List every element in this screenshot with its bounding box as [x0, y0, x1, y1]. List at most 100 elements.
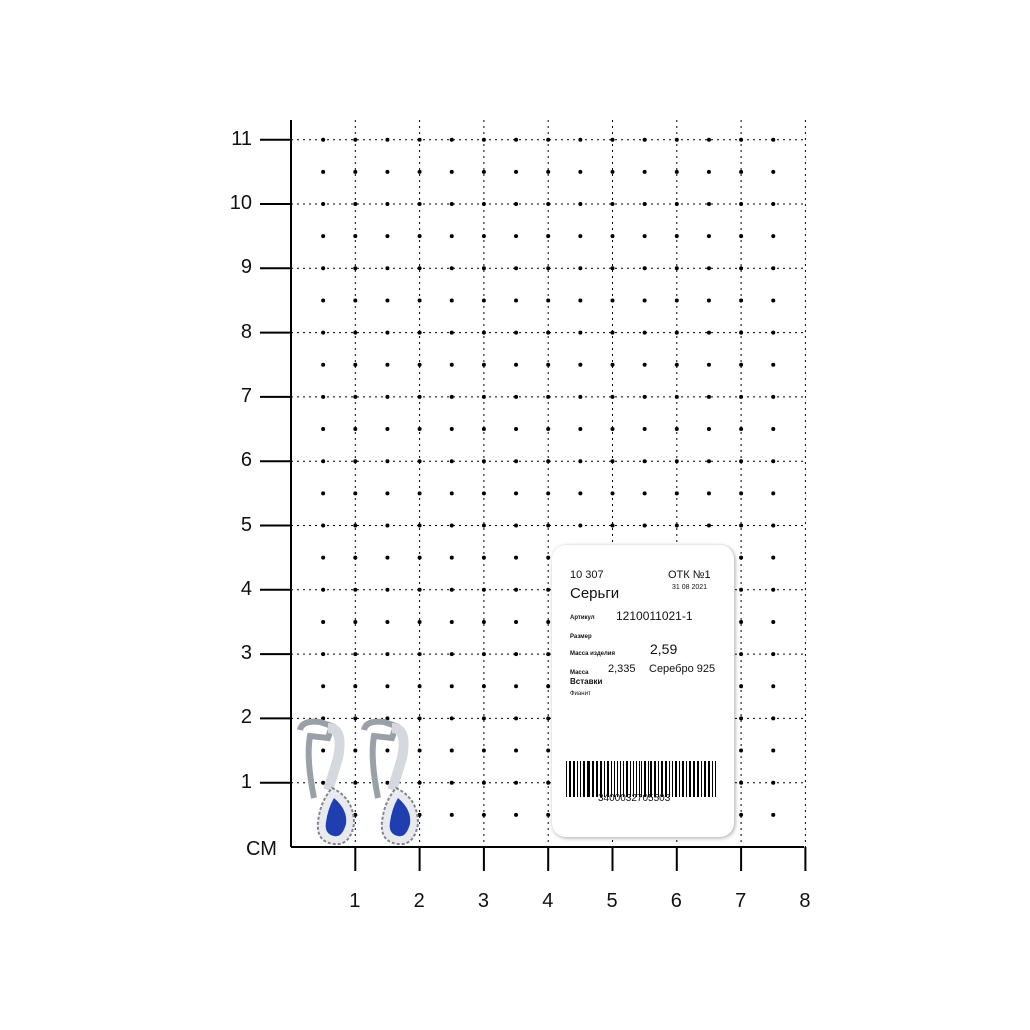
grid-dot [578, 137, 583, 142]
barcode-bar [587, 761, 590, 797]
grid-dot [771, 234, 776, 239]
grid-dot [449, 362, 454, 367]
tag-code: 10 307 [570, 569, 604, 581]
grid-dot [546, 169, 551, 174]
grid-dot [771, 619, 776, 624]
grid-dot [385, 652, 390, 657]
grid-dot [546, 202, 551, 206]
grid-dot [321, 716, 326, 721]
grid-dot [353, 684, 358, 689]
barcode-bar [696, 761, 699, 797]
x-tick-label: 1 [349, 890, 361, 912]
grid-dot [771, 298, 776, 303]
grid-dot [642, 202, 647, 206]
grid-dot [321, 587, 326, 592]
grid-dot [674, 137, 679, 142]
tag-size-label: Размер [570, 634, 592, 640]
y-tick-label: 6 [240, 449, 252, 472]
tag-item-mass: 2,59 [650, 641, 678, 657]
y-tick-label: 9 [240, 256, 252, 279]
grid-dot [481, 330, 486, 335]
grid-dot [514, 202, 519, 206]
grid-dot [739, 266, 744, 271]
barcode-bar [711, 761, 713, 797]
grid-dot [514, 330, 519, 335]
grid-dot [706, 459, 711, 464]
grid-dot [514, 619, 519, 624]
grid-dot [578, 234, 583, 239]
grid-dot [353, 491, 358, 496]
grid-dot [449, 169, 454, 174]
grid-dot [706, 266, 711, 271]
grid-dot [353, 169, 358, 174]
grid-dot [514, 234, 519, 239]
grid-dot [739, 202, 744, 206]
barcode-bar [606, 761, 610, 797]
grid-dot [546, 234, 551, 239]
grid-dot [642, 362, 647, 367]
grid-dot [674, 234, 679, 239]
grid-dot [449, 555, 454, 560]
x-tick-label: 2 [413, 890, 425, 912]
grid-dot [514, 137, 519, 142]
grid-dot [449, 330, 454, 335]
grid-dot [578, 362, 583, 367]
grid-dot [417, 812, 422, 817]
tag-item-mass-label: Масса изделия [570, 651, 615, 657]
barcode-bar [647, 761, 649, 797]
grid-dot [739, 748, 744, 753]
grid-dot [385, 780, 390, 785]
grid-dot [771, 684, 776, 689]
barcode-bar [583, 761, 586, 797]
grid-dot [739, 330, 744, 335]
grid-dot [771, 394, 776, 399]
barcode-bar [653, 761, 656, 797]
grid-dot [771, 812, 776, 817]
grid-dot [321, 619, 326, 624]
grid-dot [417, 459, 422, 464]
grid-dot [739, 234, 744, 239]
grid-dot [706, 137, 711, 142]
grid-dot [449, 748, 454, 753]
grid-dot [481, 619, 486, 624]
grid-dot [353, 587, 358, 592]
grid-dot [610, 362, 615, 367]
y-tick-label: 8 [240, 320, 252, 343]
tag-title: Серьги [570, 585, 620, 602]
grid-dot [739, 169, 744, 174]
grid-dot [353, 202, 358, 206]
barcode-bar [661, 761, 663, 797]
barcode-bar [635, 761, 637, 797]
barcode [566, 761, 717, 797]
barcode-bar [626, 761, 629, 797]
grid-dot [481, 266, 486, 271]
grid-dot [417, 619, 422, 624]
barcode-bar [579, 761, 582, 797]
grid-dot [385, 587, 390, 592]
grid-dot [739, 523, 744, 528]
x-tick-label: 8 [799, 890, 811, 912]
grid-dot [321, 780, 326, 785]
grid-dot [321, 362, 326, 367]
grid-dot [514, 523, 519, 528]
grid-dot [578, 491, 583, 496]
grid-dot [417, 427, 422, 432]
grid-dot [353, 394, 358, 399]
grid-dot [514, 394, 519, 399]
grid-dot [385, 137, 390, 142]
grid-dot [321, 202, 326, 206]
grid-dot [578, 266, 583, 271]
grid-dot [706, 491, 711, 496]
grid-dot [417, 234, 422, 239]
grid-dot [449, 459, 454, 464]
grid-dot [321, 491, 326, 496]
grid-dot [706, 394, 711, 399]
grid-dot [385, 202, 390, 206]
grid-dot [353, 266, 358, 271]
grid-dot [771, 491, 776, 496]
grid-dot [481, 812, 486, 817]
grid-dot [674, 202, 679, 206]
grid-dot [674, 330, 679, 335]
grid-dot [514, 780, 519, 785]
